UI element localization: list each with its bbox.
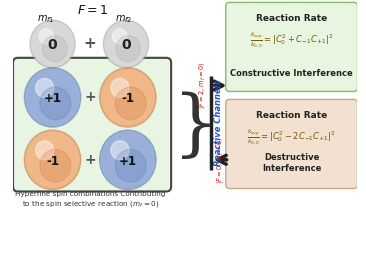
- Text: +: +: [85, 90, 96, 104]
- Text: +1: +1: [44, 92, 61, 105]
- Circle shape: [102, 70, 154, 125]
- Text: 0: 0: [48, 38, 57, 52]
- Circle shape: [24, 68, 81, 127]
- Text: $m_{f2}$: $m_{f2}$: [115, 13, 133, 25]
- Text: +1: +1: [119, 155, 137, 168]
- Circle shape: [105, 22, 147, 66]
- Text: +: +: [85, 153, 96, 167]
- Text: $F = 1$: $F = 1$: [77, 4, 109, 17]
- Circle shape: [102, 132, 154, 187]
- Circle shape: [112, 29, 127, 44]
- Circle shape: [100, 68, 156, 127]
- Text: Reactive Channels: Reactive Channels: [214, 80, 223, 166]
- Circle shape: [36, 78, 54, 97]
- Circle shape: [30, 20, 75, 68]
- Circle shape: [115, 149, 146, 182]
- Text: $m_{f1}$: $m_{f1}$: [37, 13, 55, 25]
- Text: $\frac{k_{sup}}{k_{0,0}} = |C_0^2 - 2C_{-1}C_{+1}|^2$: $\frac{k_{sup}}{k_{0,0}} = |C_0^2 - 2C_{…: [247, 127, 336, 146]
- Text: -1: -1: [122, 92, 134, 105]
- Circle shape: [36, 141, 54, 160]
- Text: +: +: [83, 37, 96, 51]
- Text: Reaction Rate: Reaction Rate: [256, 14, 327, 23]
- FancyBboxPatch shape: [13, 58, 171, 191]
- Circle shape: [40, 87, 71, 120]
- Text: 0: 0: [121, 38, 131, 52]
- Circle shape: [24, 130, 81, 189]
- Text: $\frac{k_{sup}}{k_{0,0}} = |C_0^2 + C_{-1}C_{+1}|^2$: $\frac{k_{sup}}{k_{0,0}} = |C_0^2 + C_{-…: [250, 30, 333, 49]
- FancyBboxPatch shape: [226, 2, 358, 92]
- Text: Destructive
Interference: Destructive Interference: [262, 153, 321, 173]
- Circle shape: [26, 70, 79, 125]
- Circle shape: [115, 87, 146, 120]
- Text: -1: -1: [46, 155, 59, 168]
- Circle shape: [100, 130, 156, 189]
- Circle shape: [40, 149, 71, 182]
- Circle shape: [111, 78, 129, 97]
- Text: }: }: [173, 92, 219, 162]
- Text: Hyperfine spin combinations Contributing
to the spin selective reaction ($m_f = : Hyperfine spin combinations Contributing…: [15, 191, 165, 209]
- Text: Constructive Interference: Constructive Interference: [230, 68, 353, 78]
- Circle shape: [31, 22, 74, 66]
- Text: $|F=0,\,m_f=0\rangle$: $|F=0,\,m_f=0\rangle$: [214, 136, 227, 183]
- FancyBboxPatch shape: [226, 99, 358, 188]
- Text: $|F=2,\,m_f=0\rangle$: $|F=2,\,m_f=0\rangle$: [196, 62, 208, 109]
- Text: Reaction Rate: Reaction Rate: [256, 111, 327, 120]
- Circle shape: [111, 141, 129, 160]
- Circle shape: [116, 36, 141, 62]
- Circle shape: [39, 29, 53, 44]
- Circle shape: [103, 20, 149, 68]
- Circle shape: [42, 36, 67, 62]
- Circle shape: [26, 132, 79, 187]
